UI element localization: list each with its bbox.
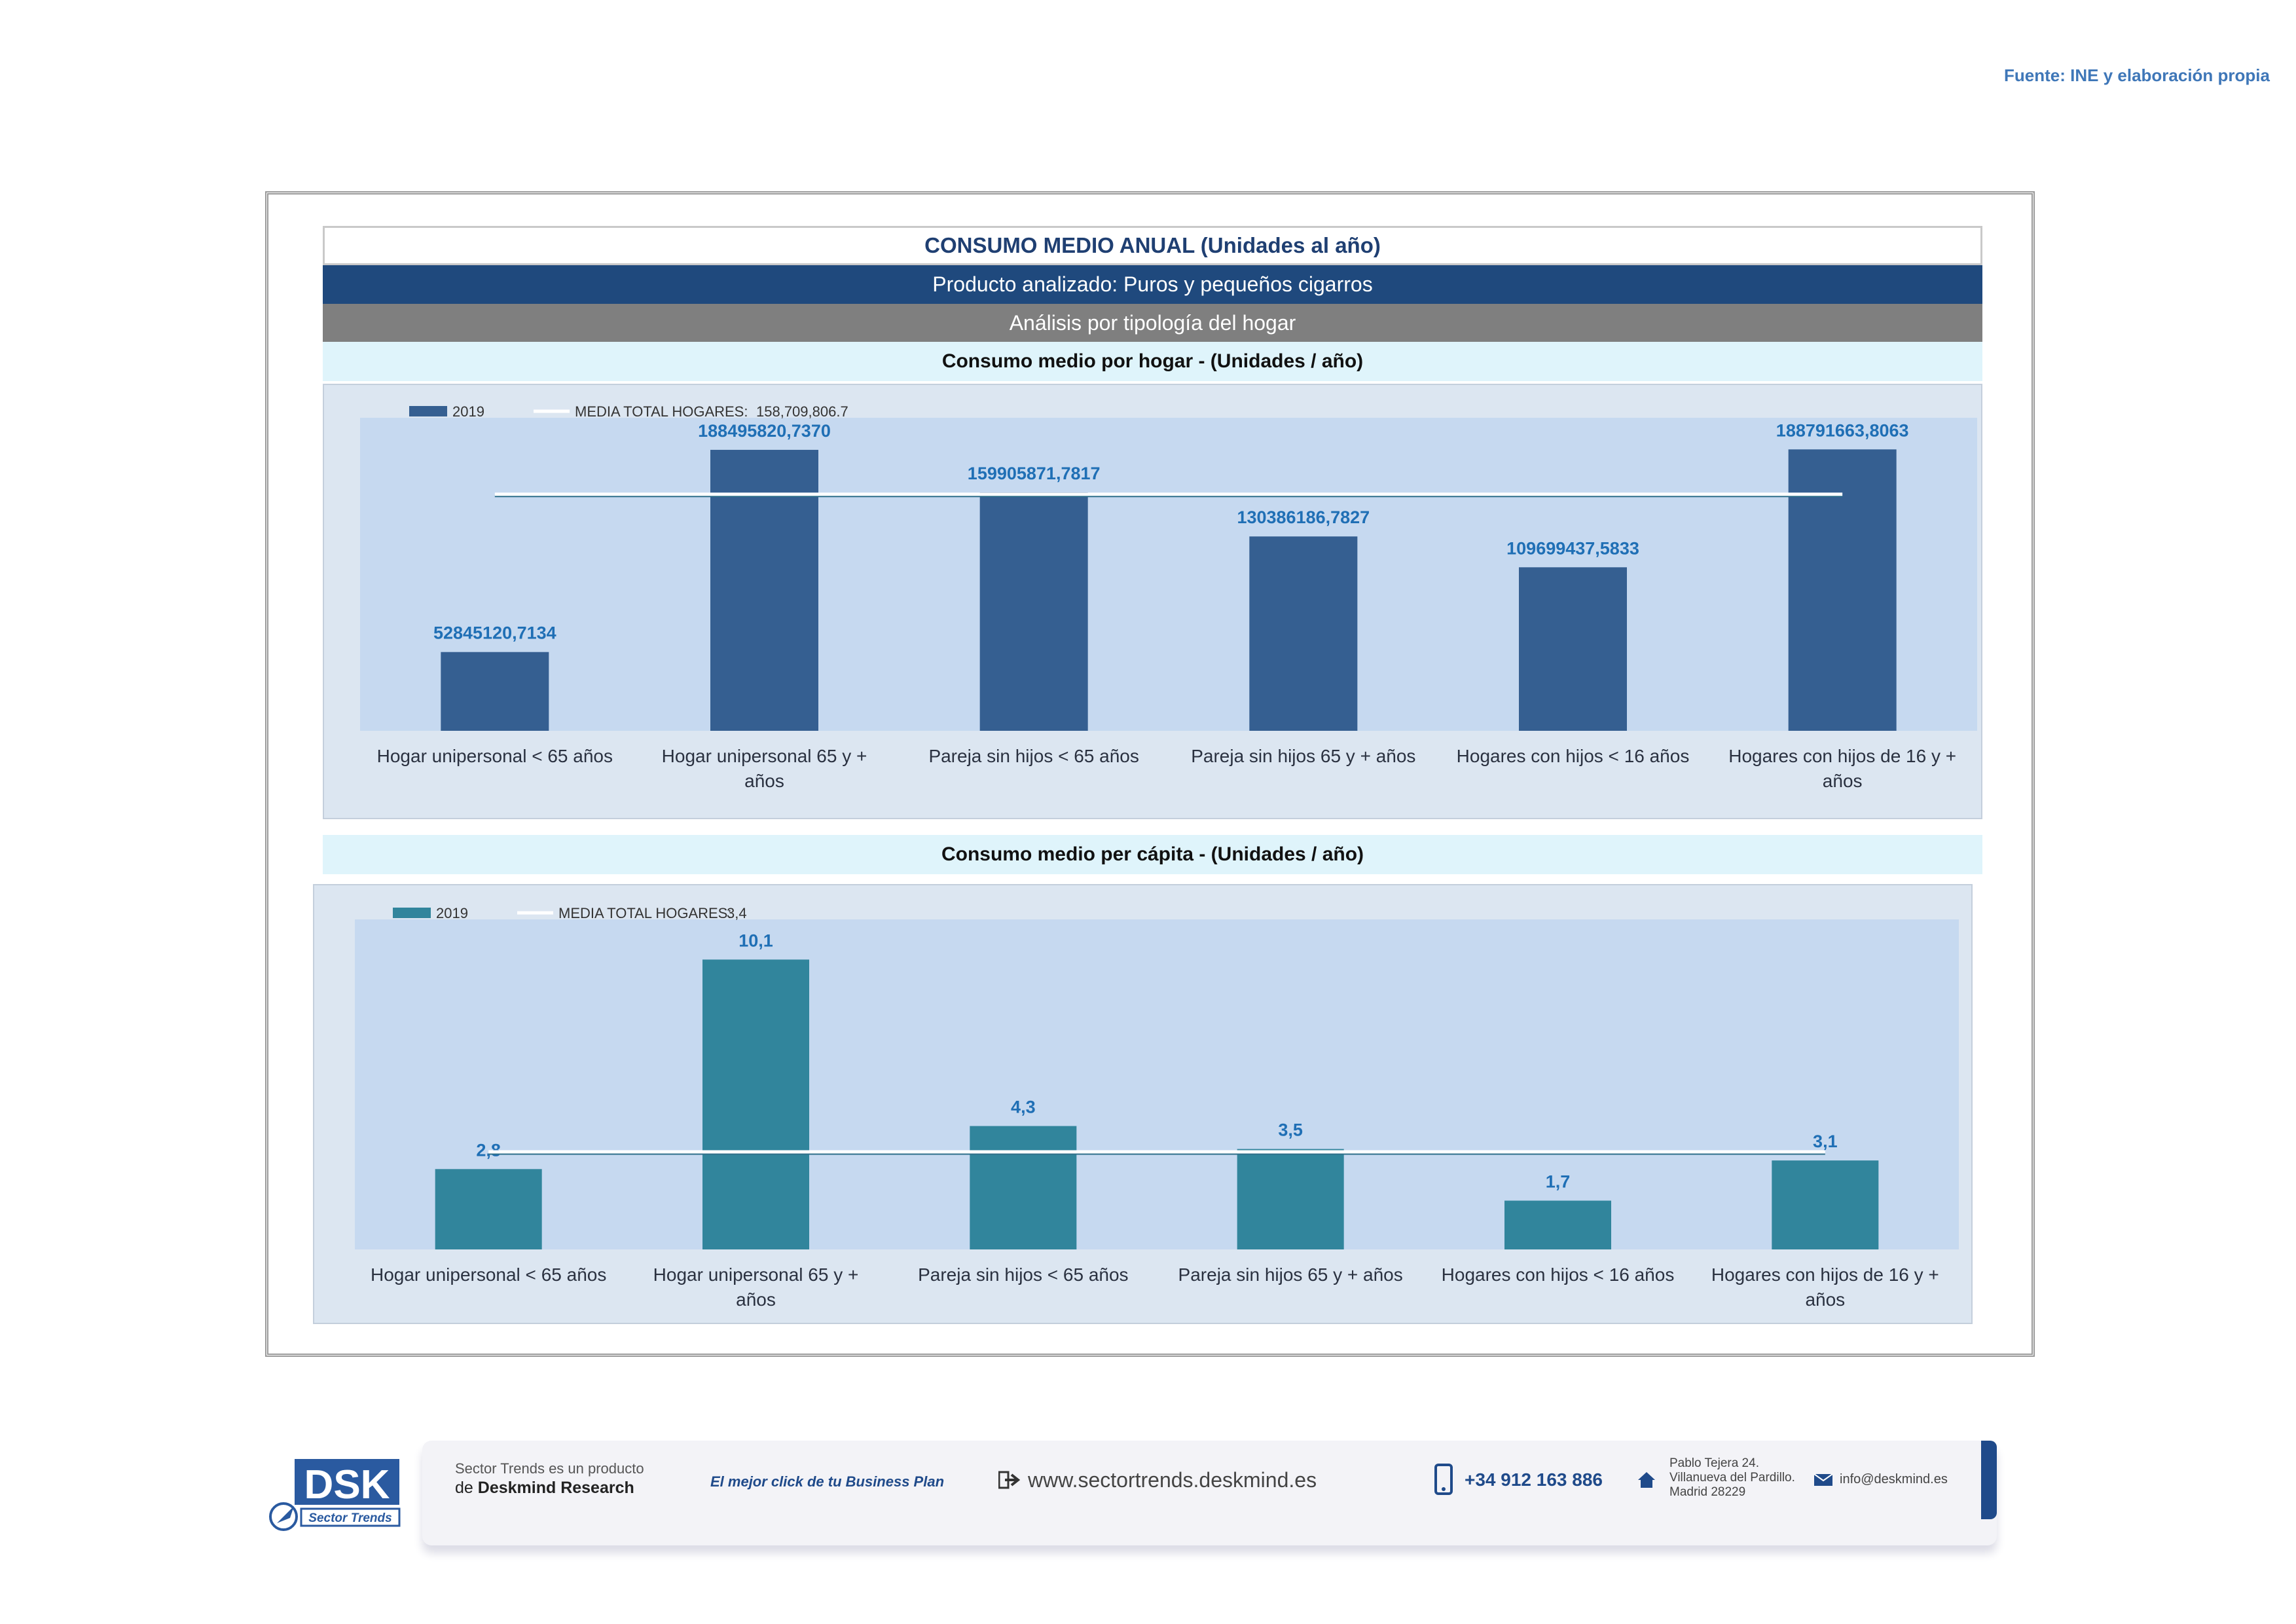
category-label: Pareja sin hijos 65 y + años [1178,1264,1403,1285]
category-label: Hogar unipersonal 65 y + años [653,1264,859,1310]
legend-swatch-series [409,406,447,416]
footer-product-prefix: de [455,1479,473,1497]
data-label: 52845120,7134 [433,623,556,643]
footer-slogan: El mejor click de tu Business Plan [710,1473,945,1490]
chart1-svg: 2019 MEDIA TOTAL HOGARES: 158,709,806.7 528… [360,403,1977,791]
footer-product-line1: Sector Trends es un producto [455,1460,644,1477]
plot-area [355,919,1959,1249]
legend-label-mean: MEDIA TOTAL HOGARES: [558,905,731,921]
plot-area [360,418,1977,731]
category-label: Pareja sin hijos < 65 años [918,1264,1128,1285]
analysis-banner: Análisis por tipología del hogar [323,304,1982,342]
footer-website-link[interactable]: www.sectortrends.deskmind.es [1028,1468,1317,1492]
category-label: Pareja sin hijos < 65 años [928,746,1139,766]
deskmind-logo: DSK Sector Trends [269,1459,401,1531]
footer: DSK Sector Trends Sector Trends es un pr… [265,1441,2033,1555]
bar[interactable] [1237,1149,1344,1249]
legend: 2019 MEDIA TOTAL HOGARES:3,4 [393,905,747,921]
legend-label-mean: MEDIA TOTAL HOGARES: [575,403,748,420]
data-label: 3,1 [1813,1132,1838,1151]
data-label: 4,3 [1011,1098,1036,1117]
bar[interactable] [710,449,818,731]
home-icon [1637,1471,1656,1492]
bar[interactable] [1249,536,1358,731]
report-frame [265,191,2035,1357]
category-label: Hogar unipersonal < 65 años [377,746,613,766]
data-label: 3,5 [1278,1120,1303,1140]
source-note: Fuente: INE y elaboración propia [2004,65,2270,85]
phone-icon [1434,1463,1453,1499]
footer-address: Pablo Tejera 24. Villanueva del Pardillo… [1669,1456,1795,1500]
chart1-title: Consumo medio por hogar - (Unidades / añ… [323,342,1982,381]
footer-phone[interactable]: +34 912 163 886 [1465,1469,1603,1490]
bar[interactable] [435,1169,542,1249]
data-label: 159905871,7817 [968,464,1101,483]
bar[interactable] [702,959,809,1249]
data-label: 188495820,7370 [698,421,831,441]
legend-mean-value: 158,709,806.7 [756,403,848,420]
data-label: 10,1 [738,931,773,950]
legend-mean-value: 3,4 [727,905,747,921]
chart1-panel: 2019 MEDIA TOTAL HOGARES: 158,709,806.7 528… [323,384,1982,819]
data-label: 2,8 [476,1140,501,1160]
report-title: CONSUMO MEDIO ANUAL (Unidades al año) [323,226,1982,265]
footer-bar: Sector Trends es un producto de Deskmind… [422,1441,1997,1545]
footer-brand: Deskmind Research [477,1479,634,1497]
logo-subtext: Sector Trends [308,1511,392,1525]
address-line1: Pablo Tejera 24. [1669,1456,1759,1470]
product-banner: Producto analizado: Puros y pequeños cig… [323,265,1982,304]
category-label: Pareja sin hijos 65 y + años [1191,746,1415,766]
logo-text: DSK [304,1462,390,1507]
bar[interactable] [1504,1200,1611,1249]
bar[interactable] [970,1126,1077,1249]
legend-label-series: 2019 [452,403,484,420]
data-label: 188791663,8063 [1776,420,1909,440]
arrow-icon [998,1469,1021,1494]
bar[interactable] [1788,449,1897,731]
data-label: 1,7 [1546,1172,1571,1191]
chart2-title: Consumo medio per cápita - (Unidades / a… [323,835,1982,874]
bar[interactable] [1519,567,1627,731]
mail-icon [1813,1473,1833,1490]
category-label: Hogar unipersonal < 65 años [371,1264,606,1285]
category-label: Hogares con hijos de 16 y + años [1728,746,1956,791]
bar[interactable] [1772,1160,1879,1249]
legend-label-series: 2019 [436,905,468,921]
legend: 2019 MEDIA TOTAL HOGARES: 158,709,806.7 [409,403,848,420]
chart2-svg: 2019 MEDIA TOTAL HOGARES:3,4 2,8 Hogar unip… [355,905,1959,1310]
bar[interactable] [441,652,549,731]
data-label: 130386186,7827 [1237,507,1370,527]
data-label: 109699437,5833 [1506,538,1639,558]
legend-swatch-series [393,908,431,918]
footer-email[interactable]: info@deskmind.es [1840,1472,1948,1486]
footer-accent [1981,1441,1997,1519]
category-label: Hogar unipersonal 65 y + años [662,746,867,791]
footer-product-line2: de Deskmind Research [455,1479,634,1498]
category-label: Hogares con hijos de 16 y + años [1711,1264,1939,1310]
category-label: Hogares con hijos < 16 años [1457,746,1690,766]
address-line2: Villanueva del Pardillo. [1669,1471,1795,1485]
address-line3: Madrid 28229 [1669,1485,1746,1499]
category-label: Hogares con hijos < 16 años [1442,1264,1675,1285]
bar[interactable] [979,492,1088,731]
chart2-panel: 2019 MEDIA TOTAL HOGARES: 3,4 2,8 Hogar unip… [313,884,1973,1324]
